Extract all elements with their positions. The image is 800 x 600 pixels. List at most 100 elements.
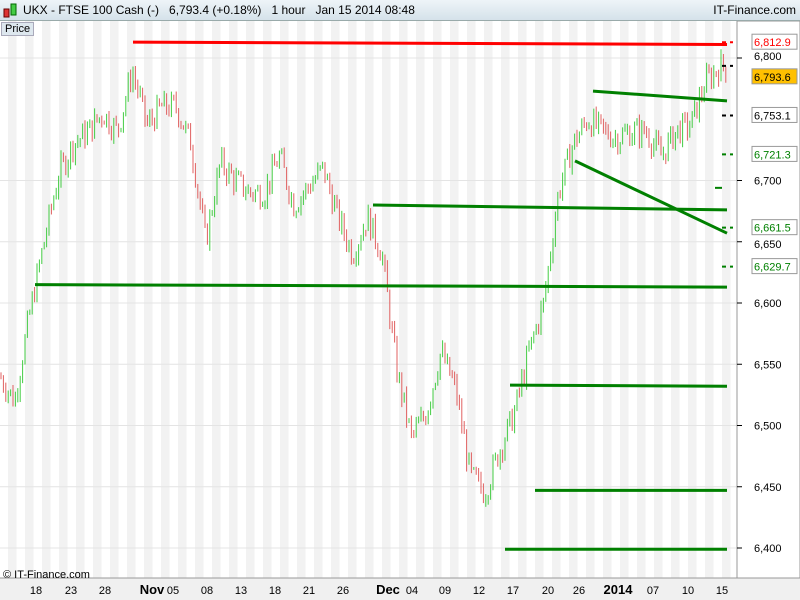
quote: 6,793.4 (+0.18%) <box>169 3 262 17</box>
day-band <box>178 21 187 578</box>
day-band <box>59 21 68 578</box>
x-tick-label: 23 <box>65 585 77 597</box>
day-band <box>280 21 289 578</box>
day-band <box>93 21 102 578</box>
trend-line <box>132 40 728 47</box>
trend-line <box>509 383 728 388</box>
x-tick-label: 08 <box>201 585 213 597</box>
day-band <box>722 21 731 578</box>
trend-line <box>372 203 728 212</box>
day-band <box>331 21 340 578</box>
day-band <box>229 21 238 578</box>
x-tick-label: 21 <box>303 585 315 597</box>
day-band <box>620 21 629 578</box>
x-tick-label: Nov <box>140 582 165 597</box>
price-label: 6,661.5 <box>754 223 791 235</box>
x-tick-label: 15 <box>716 585 728 597</box>
x-tick-label: 2014 <box>604 582 634 597</box>
x-tick-label: 18 <box>30 585 42 597</box>
day-band <box>603 21 612 578</box>
day-band <box>671 21 680 578</box>
price-label: 6,753.1 <box>754 110 791 122</box>
trend-line <box>34 283 728 289</box>
day-band <box>144 21 153 578</box>
day-band <box>25 21 34 578</box>
day-band <box>501 21 510 578</box>
y-tick-label: 6,700 <box>754 176 782 188</box>
day-band <box>637 21 646 578</box>
price-label: 6,721.3 <box>754 149 791 161</box>
price-label: 6,812.9 <box>754 37 791 49</box>
day-band <box>535 21 544 578</box>
x-tick-label: 28 <box>99 585 111 597</box>
y-tick-label: 6,800 <box>754 51 782 63</box>
symbol-title: UKX - FTSE 100 Cash (-) <box>23 3 160 17</box>
price-label-box <box>751 68 798 85</box>
day-band <box>110 21 119 578</box>
datetime: Jan 15 2014 08:48 <box>315 3 415 17</box>
x-tick-label: 07 <box>647 585 659 597</box>
x-tick-label: Dec <box>376 582 400 597</box>
day-band <box>688 21 697 578</box>
day-band <box>127 21 136 578</box>
day-band <box>705 21 714 578</box>
x-tick-label: 09 <box>439 585 451 597</box>
day-band <box>297 21 306 578</box>
day-band <box>161 21 170 578</box>
time-axis <box>0 578 800 600</box>
y-tick-label: 6,550 <box>754 359 782 371</box>
x-tick-label: 12 <box>473 585 485 597</box>
day-band <box>42 21 51 578</box>
day-band <box>348 21 357 578</box>
price-label-box <box>751 145 798 162</box>
y-tick-label: 6,500 <box>754 421 782 433</box>
price-label-box <box>751 219 798 236</box>
day-band <box>484 21 493 578</box>
day-band <box>314 21 323 578</box>
day-band <box>518 21 527 578</box>
price-label: 6,793.6 <box>754 72 791 84</box>
day-band <box>399 21 408 578</box>
day-band <box>263 21 272 578</box>
trend-line <box>592 89 728 103</box>
y-tick-label: 6,650 <box>754 239 782 251</box>
day-band <box>569 21 578 578</box>
candlestick-icon <box>3 3 17 17</box>
x-tick-label: 04 <box>406 585 418 597</box>
day-band <box>450 21 459 578</box>
day-band <box>76 21 85 578</box>
day-band <box>212 21 221 578</box>
day-band <box>416 21 425 578</box>
trend-line <box>574 159 728 235</box>
price-label-box <box>751 33 798 50</box>
x-tick-label: 05 <box>167 585 179 597</box>
day-band <box>467 21 476 578</box>
y-tick-label: 6,600 <box>754 298 782 310</box>
price-label-box <box>751 258 798 275</box>
y-tick-label: 6,400 <box>754 543 782 555</box>
day-band <box>433 21 442 578</box>
price-label: 6,629.7 <box>754 262 791 274</box>
x-tick-label: 26 <box>337 585 349 597</box>
day-band <box>382 21 391 578</box>
day-band <box>246 21 255 578</box>
x-tick-label: 26 <box>573 585 585 597</box>
price-label-box <box>751 106 798 123</box>
brand: IT-Finance.com <box>713 3 796 17</box>
day-band <box>8 21 17 578</box>
x-tick-label: 13 <box>235 585 247 597</box>
interval: 1 hour <box>271 3 306 17</box>
chart-header: UKX - FTSE 100 Cash (-) 6,793.4 (+0.18%)… <box>0 0 800 21</box>
x-tick-label: 18 <box>269 585 281 597</box>
x-tick-label: 10 <box>682 585 694 597</box>
price-panel-tab[interactable]: Price <box>1 22 35 36</box>
copyright: © IT-Finance.com <box>3 569 90 581</box>
x-tick-label: 17 <box>507 585 519 597</box>
day-band <box>195 21 204 578</box>
day-band <box>365 21 374 578</box>
day-band <box>654 21 663 578</box>
y-tick-label: 6,450 <box>754 482 782 494</box>
x-tick-label: 20 <box>542 585 554 597</box>
day-band <box>586 21 595 578</box>
